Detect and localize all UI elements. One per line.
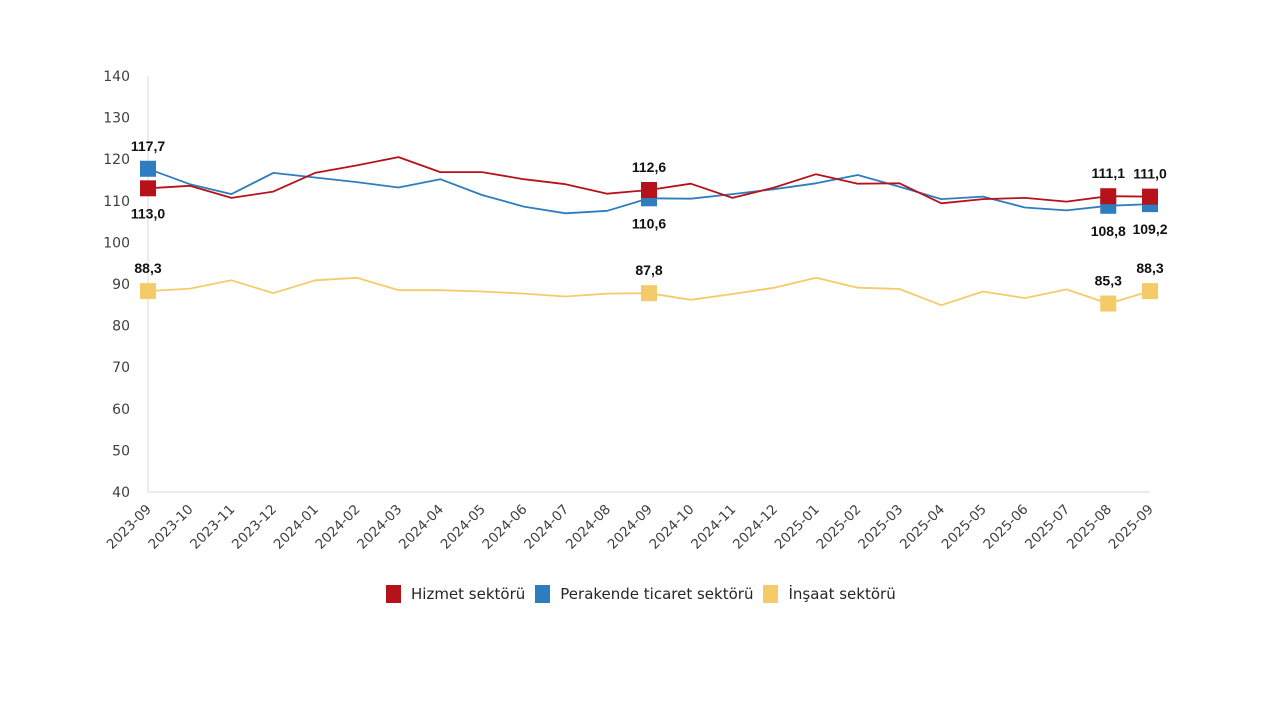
data-label: 113,0 bbox=[131, 205, 165, 221]
data-label: 85,3 bbox=[1095, 273, 1122, 289]
x-tick-label: 2024-10 bbox=[646, 502, 697, 553]
legend-label-insaat: İnşaat sektörü bbox=[788, 585, 896, 603]
x-tick-label: 2025-09 bbox=[1106, 502, 1157, 553]
y-tick-label: 130 bbox=[103, 111, 130, 127]
x-tick-label: 2025-03 bbox=[855, 502, 906, 553]
data-label: 111,1 bbox=[1092, 165, 1126, 181]
data-marker bbox=[1100, 295, 1117, 312]
x-tick-label: 2024-08 bbox=[563, 502, 614, 553]
data-label: 108,8 bbox=[1091, 223, 1126, 239]
y-tick-label: 120 bbox=[103, 152, 130, 168]
x-tick-label: 2023-10 bbox=[145, 502, 196, 553]
legend-item-perakende: Perakende ticaret sektörü bbox=[535, 585, 753, 603]
y-tick-label: 140 bbox=[103, 69, 130, 85]
x-tick-label: 2025-04 bbox=[897, 502, 948, 553]
x-tick-label: 2024-11 bbox=[688, 502, 739, 553]
legend-swatch-perakende bbox=[535, 585, 551, 603]
data-marker bbox=[140, 160, 156, 177]
x-tick-label: 2024-06 bbox=[479, 502, 530, 553]
legend-label-perakende: Perakende ticaret sektörü bbox=[560, 585, 754, 603]
x-tick-label: 2024-03 bbox=[354, 502, 405, 553]
x-tick-label: 2025-05 bbox=[939, 502, 990, 553]
series-markers bbox=[140, 160, 1158, 312]
data-label: 87,8 bbox=[635, 262, 662, 278]
legend-item-hizmet: Hizmet sektörü bbox=[386, 585, 525, 603]
data-marker bbox=[140, 180, 156, 197]
x-tick-label: 2025-08 bbox=[1064, 502, 1115, 553]
x-tick-label: 2024-01 bbox=[271, 502, 322, 553]
data-marker bbox=[641, 285, 657, 302]
y-tick-label: 40 bbox=[112, 485, 130, 501]
data-label: 111,0 bbox=[1133, 166, 1167, 182]
x-tick-label: 2024-09 bbox=[605, 502, 656, 553]
x-tick-label: 2024-07 bbox=[521, 502, 572, 553]
data-marker bbox=[641, 181, 657, 198]
legend-swatch-hizmet bbox=[386, 585, 401, 603]
x-tick-label: 2024-04 bbox=[396, 502, 447, 553]
data-labels: 113,0 112,6 111,1 111,0 117,7 110,6 108,8 109,2… bbox=[131, 138, 1168, 289]
data-label: 88,3 bbox=[134, 260, 161, 276]
data-label: 112,6 bbox=[632, 159, 666, 175]
data-label: 109,2 bbox=[1132, 221, 1167, 237]
data-label: 117,7 bbox=[131, 138, 165, 154]
legend: Hizmet sektörü Perakende ticaret sektörü… bbox=[386, 585, 906, 603]
y-tick-label: 50 bbox=[112, 443, 130, 459]
y-tick-label: 70 bbox=[112, 360, 130, 376]
y-axis: 40 50 60 70 80 90 100 110 120 130 140 bbox=[103, 69, 149, 501]
data-marker bbox=[1100, 188, 1117, 205]
legend-label-hizmet: Hizmet sektörü bbox=[411, 585, 526, 603]
x-tick-label: 2025-01 bbox=[772, 502, 823, 553]
data-label: 110,6 bbox=[632, 215, 666, 231]
data-marker bbox=[140, 283, 156, 300]
x-tick-label: 2025-07 bbox=[1022, 502, 1073, 553]
y-tick-label: 80 bbox=[112, 319, 130, 335]
x-tick-label: 2023-11 bbox=[187, 502, 238, 553]
x-tick-label: 2023-09 bbox=[104, 502, 155, 553]
legend-swatch-insaat bbox=[763, 585, 779, 603]
y-tick-label: 60 bbox=[112, 402, 130, 418]
legend-item-insaat: İnşaat sektörü bbox=[763, 585, 896, 603]
y-tick-label: 110 bbox=[103, 194, 130, 210]
x-tick-label: 2025-02 bbox=[813, 502, 864, 553]
data-marker bbox=[1142, 283, 1158, 300]
y-tick-label: 90 bbox=[112, 277, 130, 293]
x-tick-label: 2024-02 bbox=[312, 502, 363, 553]
y-tick-label: 100 bbox=[103, 235, 130, 251]
x-tick-label: 2023-12 bbox=[229, 502, 280, 553]
data-marker bbox=[1142, 188, 1158, 205]
x-tick-label: 2024-05 bbox=[438, 502, 489, 553]
x-tick-label: 2024-12 bbox=[730, 502, 781, 553]
x-tick-label: 2025-06 bbox=[980, 502, 1031, 553]
data-label: 88,3 bbox=[1136, 260, 1163, 276]
x-axis: 2023-092023-102023-112023-122024-012024-… bbox=[104, 491, 1157, 553]
